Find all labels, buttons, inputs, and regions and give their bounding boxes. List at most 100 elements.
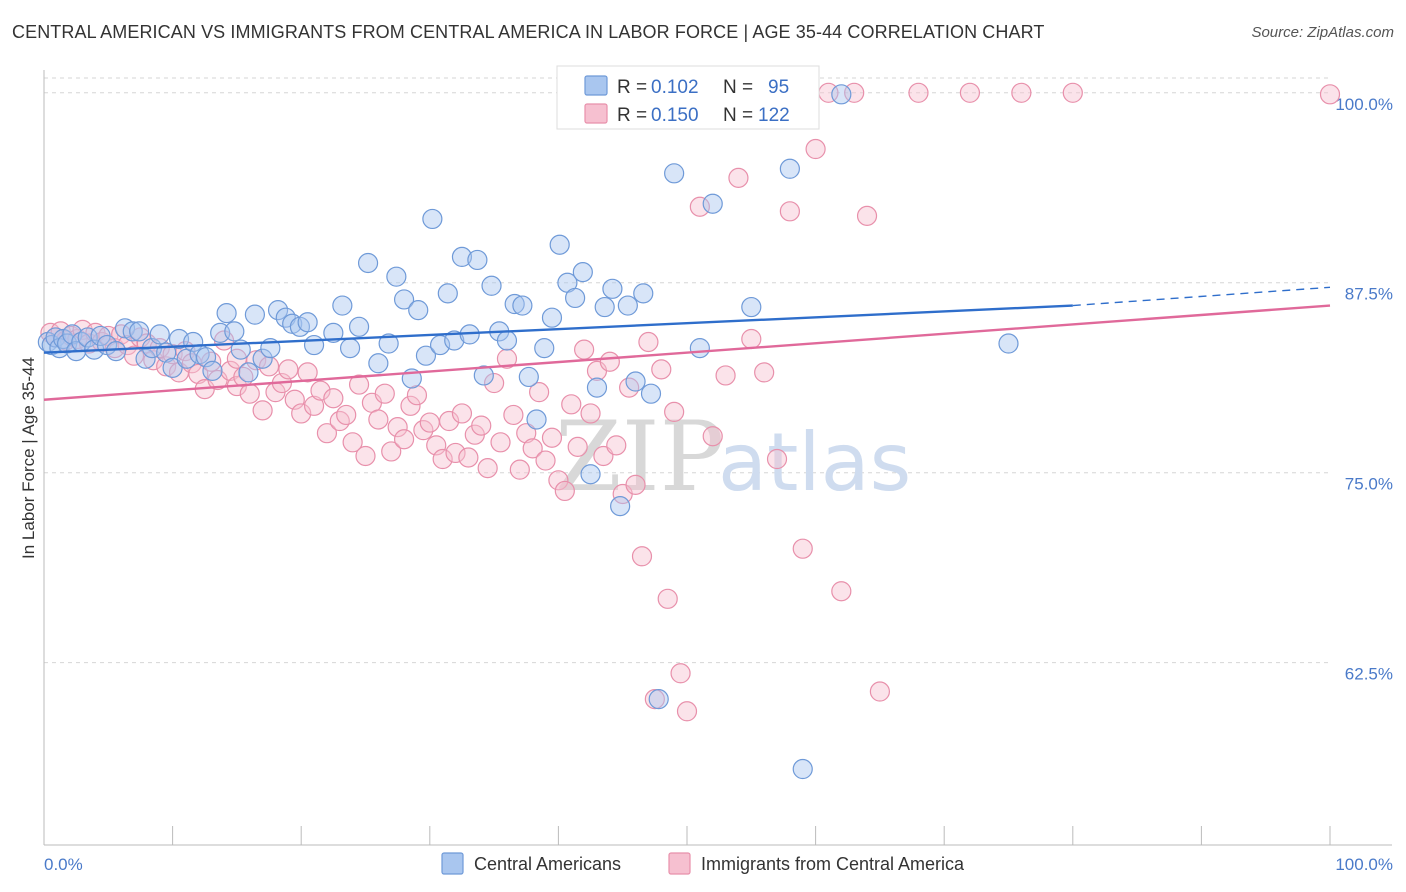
point-central-americans <box>640 383 662 404</box>
point-immigrants <box>438 410 460 432</box>
point-immigrants <box>741 328 762 350</box>
point-immigrants <box>355 445 376 467</box>
point-immigrants <box>580 403 601 424</box>
point-immigrants <box>625 474 646 495</box>
point-immigrants <box>458 447 479 468</box>
legend-r-label-2: R = <box>617 105 647 126</box>
point-immigrants <box>541 427 563 448</box>
point-immigrants <box>297 362 318 383</box>
point-immigrants <box>619 377 640 398</box>
point-central-americans <box>580 464 601 485</box>
legend-r-value-1: 0.102 <box>651 77 699 98</box>
x-tick-label: 100.0% <box>1335 855 1393 874</box>
point-central-americans <box>664 163 685 184</box>
legend-n-label-2: N = <box>723 105 753 126</box>
point-immigrants <box>451 403 473 424</box>
point-immigrants <box>606 435 627 456</box>
point-central-americans <box>216 303 237 324</box>
point-central-americans <box>586 377 608 398</box>
point-immigrants <box>471 415 492 436</box>
point-immigrants <box>393 429 415 450</box>
point-immigrants <box>490 432 511 453</box>
point-immigrants <box>336 404 357 426</box>
bottom-legend-label-pink: Immigrants from Central America <box>701 854 965 874</box>
point-immigrants <box>522 438 543 459</box>
y-tick-label: 75.0% <box>1345 475 1393 494</box>
point-central-americans <box>792 758 813 780</box>
point-central-americans <box>998 333 1019 354</box>
point-central-americans <box>45 327 66 348</box>
trend-lines <box>43 286 1331 401</box>
bottom-legend-swatch-blue <box>441 852 464 875</box>
point-central-americans <box>378 333 399 354</box>
point-immigrants <box>651 359 672 380</box>
legend-n-label-1: N = <box>723 77 753 98</box>
point-central-americans <box>332 295 353 316</box>
point-central-americans <box>122 321 143 342</box>
point-immigrants <box>689 196 710 217</box>
y-tick-label: 87.5% <box>1345 285 1393 304</box>
point-central-americans <box>275 307 296 328</box>
y-axis-label: In Labor Force | Age 35-44 <box>19 357 38 559</box>
point-immigrants <box>516 423 537 444</box>
point-central-americans <box>323 322 344 343</box>
point-central-americans <box>408 299 429 321</box>
point-immigrants <box>329 410 350 432</box>
source-label: Source: ZipAtlas.com <box>1251 24 1394 41</box>
point-immigrants <box>496 348 518 369</box>
point-central-americans <box>594 296 615 318</box>
point-immigrants <box>754 362 775 383</box>
point-immigrants <box>766 448 788 470</box>
point-immigrants <box>599 351 620 372</box>
axis-layer: 100.0% 87.5% 75.0% 62.5% 0.0% 100.0% <box>43 70 1393 874</box>
bottom-legend-swatch-pink <box>668 852 691 875</box>
point-immigrants <box>239 383 260 404</box>
point-immigrants <box>348 374 370 395</box>
point-immigrants <box>831 581 852 602</box>
point-central-americans <box>496 330 518 351</box>
point-central-americans <box>617 295 638 316</box>
point-immigrants <box>387 417 408 438</box>
point-immigrants <box>869 681 891 702</box>
point-immigrants <box>638 331 659 353</box>
trend-line-central-americans <box>43 304 1073 354</box>
point-central-americans <box>129 321 150 342</box>
point-immigrants <box>1011 82 1032 103</box>
point-immigrants <box>368 409 389 430</box>
point-immigrants <box>664 401 685 423</box>
point-central-americans <box>541 307 563 328</box>
point-central-americans <box>549 234 570 255</box>
point-central-americans <box>149 324 170 345</box>
point-immigrants <box>156 356 177 377</box>
point-immigrants <box>400 395 421 416</box>
trend-line-immigrants <box>43 304 1331 401</box>
point-immigrants <box>316 423 338 444</box>
bottom-legend: Central Americans Immigrants from Centra… <box>441 852 965 875</box>
series-immigrants-points <box>40 82 1341 722</box>
point-central-americans <box>162 357 183 378</box>
point-central-americans <box>504 293 525 315</box>
point-central-americans <box>451 246 473 268</box>
point-central-americans <box>444 330 465 351</box>
point-immigrants <box>484 372 505 394</box>
point-immigrants <box>310 380 331 401</box>
point-central-americans <box>303 334 325 356</box>
point-immigrants <box>1319 84 1341 105</box>
point-immigrants <box>406 385 428 406</box>
point-central-americans <box>339 337 361 359</box>
point-immigrants <box>1062 82 1083 103</box>
point-central-americans <box>602 278 623 299</box>
point-central-americans <box>252 348 273 369</box>
point-immigrants <box>432 448 453 470</box>
point-immigrants <box>856 205 878 226</box>
point-immigrants <box>561 394 582 415</box>
legend-r-label-1: R = <box>617 77 647 98</box>
point-immigrants <box>567 436 588 457</box>
point-central-americans <box>625 371 646 392</box>
watermark-atlas: atlas <box>718 416 911 509</box>
point-immigrants <box>323 388 344 409</box>
point-immigrants <box>792 538 813 559</box>
point-immigrants <box>548 470 569 491</box>
point-central-americans <box>518 366 539 388</box>
